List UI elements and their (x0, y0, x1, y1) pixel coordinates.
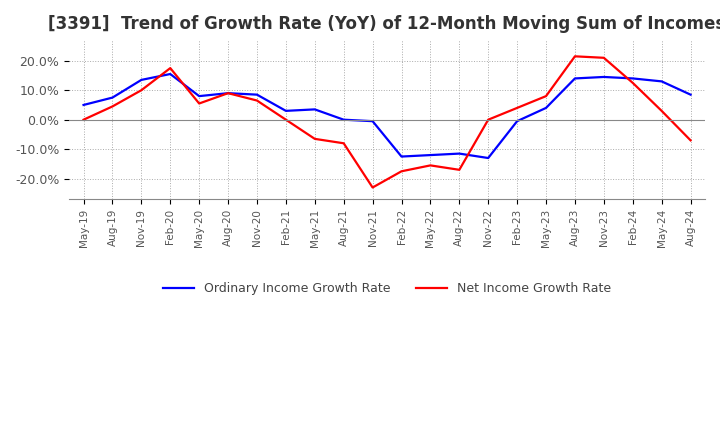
Ordinary Income Growth Rate (397, 154, 406, 159)
Line: Net Income Growth Rate: Net Income Growth Rate (84, 56, 690, 187)
Ordinary Income Growth Rate (224, 91, 233, 96)
Net Income Growth Rate (426, 163, 435, 168)
Ordinary Income Growth Rate (166, 71, 174, 77)
Net Income Growth Rate (310, 136, 319, 142)
Title: [3391]  Trend of Growth Rate (YoY) of 12-Month Moving Sum of Incomes: [3391] Trend of Growth Rate (YoY) of 12-… (48, 15, 720, 33)
Ordinary Income Growth Rate (339, 117, 348, 122)
Ordinary Income Growth Rate (686, 92, 695, 97)
Net Income Growth Rate (368, 185, 377, 190)
Ordinary Income Growth Rate (455, 151, 464, 156)
Ordinary Income Growth Rate (600, 74, 608, 80)
Net Income Growth Rate (513, 105, 521, 110)
Ordinary Income Growth Rate (195, 93, 204, 99)
Legend: Ordinary Income Growth Rate, Net Income Growth Rate: Ordinary Income Growth Rate, Net Income … (158, 277, 616, 300)
Net Income Growth Rate (455, 167, 464, 172)
Net Income Growth Rate (657, 108, 666, 114)
Ordinary Income Growth Rate (571, 76, 580, 81)
Ordinary Income Growth Rate (657, 79, 666, 84)
Net Income Growth Rate (339, 141, 348, 146)
Net Income Growth Rate (195, 101, 204, 106)
Net Income Growth Rate (397, 169, 406, 174)
Net Income Growth Rate (484, 117, 492, 122)
Ordinary Income Growth Rate (629, 76, 637, 81)
Ordinary Income Growth Rate (513, 118, 521, 124)
Line: Ordinary Income Growth Rate: Ordinary Income Growth Rate (84, 74, 690, 158)
Net Income Growth Rate (108, 104, 117, 109)
Ordinary Income Growth Rate (253, 92, 261, 97)
Ordinary Income Growth Rate (108, 95, 117, 100)
Net Income Growth Rate (629, 80, 637, 85)
Net Income Growth Rate (253, 98, 261, 103)
Ordinary Income Growth Rate (484, 155, 492, 161)
Net Income Growth Rate (600, 55, 608, 60)
Ordinary Income Growth Rate (282, 108, 290, 114)
Ordinary Income Growth Rate (368, 118, 377, 124)
Ordinary Income Growth Rate (426, 152, 435, 158)
Net Income Growth Rate (224, 91, 233, 96)
Net Income Growth Rate (282, 117, 290, 122)
Net Income Growth Rate (79, 117, 88, 122)
Net Income Growth Rate (166, 66, 174, 71)
Ordinary Income Growth Rate (137, 77, 145, 83)
Net Income Growth Rate (137, 88, 145, 93)
Net Income Growth Rate (571, 54, 580, 59)
Net Income Growth Rate (686, 138, 695, 143)
Net Income Growth Rate (541, 93, 550, 99)
Ordinary Income Growth Rate (79, 103, 88, 108)
Ordinary Income Growth Rate (541, 105, 550, 110)
Ordinary Income Growth Rate (310, 107, 319, 112)
